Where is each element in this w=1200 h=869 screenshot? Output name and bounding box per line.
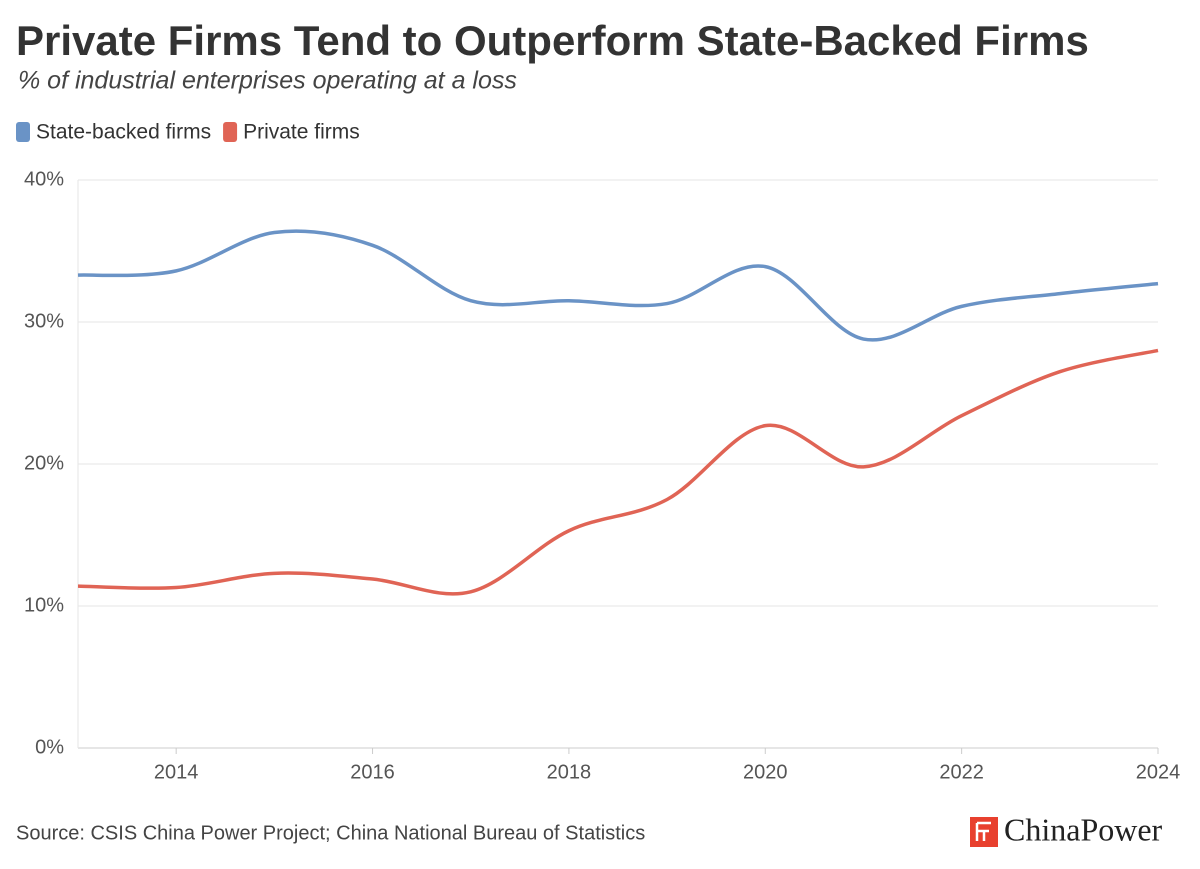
x-tick-label: 2022 (939, 761, 984, 783)
y-tick-label: 10% (24, 594, 64, 616)
x-tick-label: 2024 (1136, 761, 1181, 783)
series-line (77, 229, 1159, 342)
y-tick-label: 30% (24, 310, 64, 332)
x-tick-label: 2014 (154, 761, 199, 783)
y-tick-label: 40% (24, 168, 64, 190)
x-tick-label: 2020 (743, 761, 788, 783)
legend: State-backed firms Private firms (16, 121, 360, 144)
x-tick-label: 2016 (350, 761, 395, 783)
legend-swatch (16, 122, 30, 142)
chart-title: Private Firms Tend to Outperform State-B… (16, 17, 1089, 64)
series-line (77, 348, 1159, 596)
x-tick-label: 2018 (547, 761, 592, 783)
y-tick-label: 20% (24, 452, 64, 474)
legend-label: Private firms (243, 121, 360, 144)
chart-subtitle: % of industrial enterprises operating at… (18, 67, 517, 95)
brand-icon-glyph (975, 821, 991, 841)
brand-name: ChinaPower (1004, 811, 1163, 847)
y-tick-label: 0% (35, 736, 64, 758)
source-note: Source: CSIS China Power Project; China … (16, 822, 645, 844)
legend-label: State-backed firms (36, 121, 211, 144)
legend-swatch (223, 122, 238, 142)
